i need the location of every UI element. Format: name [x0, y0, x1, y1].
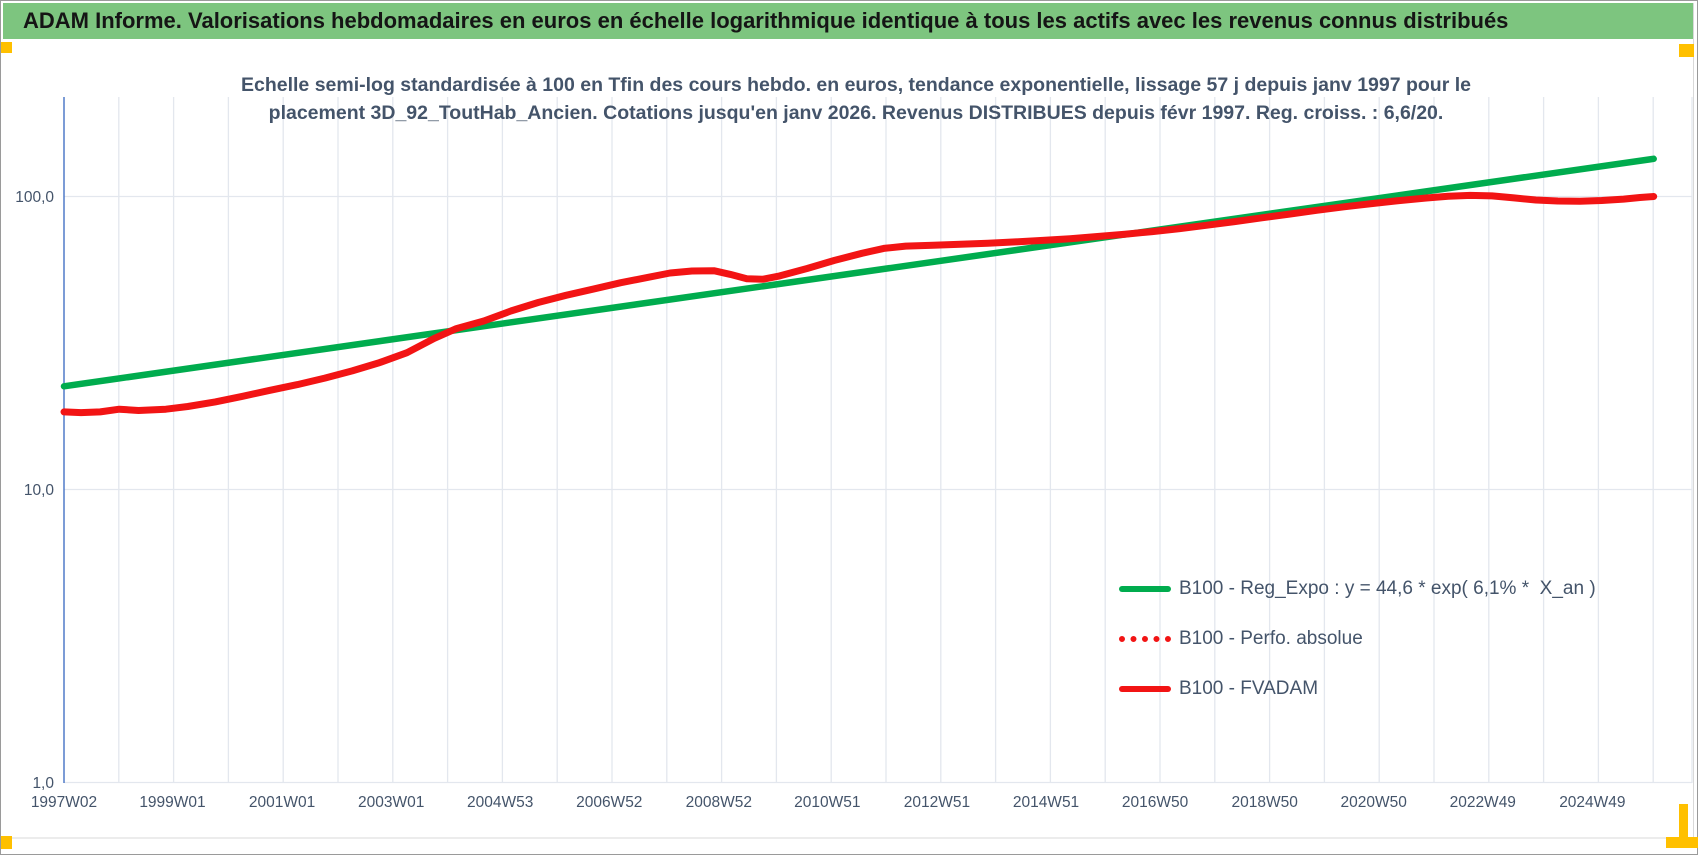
legend-label: B100 - FVADAM: [1179, 678, 1319, 699]
x-tick-label: 2022W49: [1450, 794, 1516, 811]
x-tick-label: 2024W49: [1559, 794, 1625, 811]
series-line-0[interactable]: [60, 155, 1657, 390]
chart-title-line1: Echelle semi-log standardisée à 100 en T…: [240, 74, 1471, 96]
x-tick-label: 1999W01: [139, 794, 205, 811]
chart-legend[interactable]: B100 - Reg_Expo : y = 44,6 * exp( 6,1% *…: [1119, 564, 1596, 714]
right-hairline: [1693, 3, 1694, 837]
legend-label: B100 - Perfo. absolue: [1179, 628, 1363, 649]
bottom-hairline: [1, 837, 1698, 839]
banner-title: ADAM Informe. Valorisations hebdomadaire…: [3, 3, 1693, 39]
series-line-2[interactable]: [60, 191, 1658, 417]
y-tick-label: 1,0: [32, 775, 54, 792]
x-tick-label: 2012W51: [904, 794, 970, 811]
selection-handle-top-left[interactable]: [1, 42, 12, 53]
legend-dotted-line-swatch: [1119, 636, 1171, 642]
x-tick-label: 2001W01: [249, 794, 315, 811]
legend-solid-line-swatch: [1119, 686, 1171, 692]
y-tick-label: 10,0: [24, 482, 55, 499]
legend-solid-line-swatch: [1119, 586, 1171, 592]
selection-handle-bottom-right-horizontal[interactable]: [1666, 837, 1698, 848]
y-tick-label: 100,0: [15, 189, 54, 206]
x-tick-label: 2004W53: [467, 794, 533, 811]
selection-handle-bottom-right-vertical[interactable]: [1679, 804, 1688, 837]
x-tick-label: 2010W51: [794, 794, 860, 811]
legend-entry-0[interactable]: B100 - Reg_Expo : y = 44,6 * exp( 6,1% *…: [1119, 564, 1596, 614]
x-tick-label: 2003W01: [358, 794, 424, 811]
selection-handle-bottom-left[interactable]: [1, 836, 12, 849]
chart-title: Echelle semi-log standardisée à 100 en T…: [201, 71, 1511, 127]
x-tick-label: 1997W02: [31, 794, 97, 811]
x-tick-label: 2016W50: [1122, 794, 1189, 811]
x-tick-label: 2014W51: [1013, 794, 1079, 811]
x-tick-label: 2008W52: [686, 794, 752, 811]
x-tick-label: 2020W50: [1341, 794, 1408, 811]
legend-entry-1[interactable]: B100 - Perfo. absolue: [1119, 614, 1596, 664]
legend-label: B100 - Reg_Expo : y = 44,6 * exp( 6,1% *…: [1179, 578, 1596, 599]
x-tick-label: 2006W52: [576, 794, 642, 811]
selection-handle-top-right[interactable]: [1679, 44, 1694, 57]
chart-title-line2: placement 3D_92_ToutHab_Ancien. Cotation…: [268, 102, 1444, 124]
legend-entry-2[interactable]: B100 - FVADAM: [1119, 664, 1596, 714]
x-tick-label: 2018W50: [1231, 794, 1298, 811]
